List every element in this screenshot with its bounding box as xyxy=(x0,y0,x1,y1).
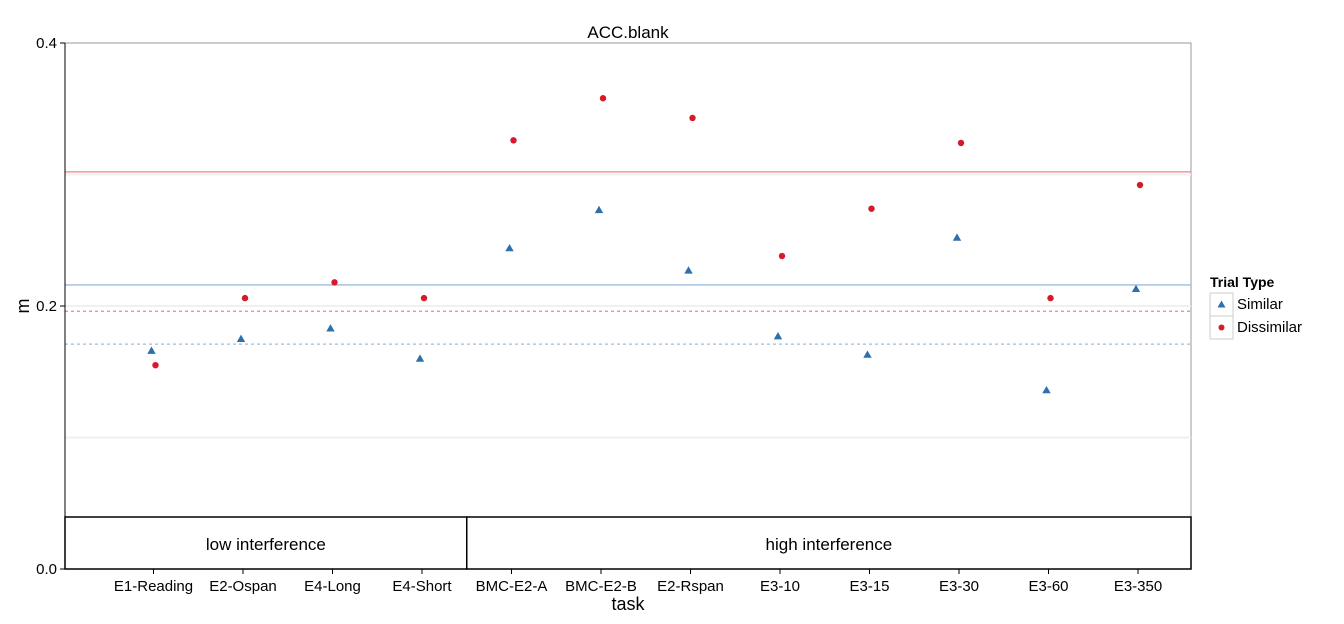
group-band xyxy=(466,516,1192,570)
point-dissimilar xyxy=(1047,294,1054,302)
legend-label-dissimilar: Dissimilar xyxy=(1237,319,1302,336)
x-tick-label: E4-Long xyxy=(304,578,361,595)
x-tick-label: BMC-E2-B xyxy=(565,578,637,595)
point-similar xyxy=(236,334,246,343)
x-tick-label: E1-Reading xyxy=(114,578,193,595)
point-similar xyxy=(1131,284,1141,293)
group-band-label: low interference xyxy=(206,535,326,554)
point-dissimilar xyxy=(778,252,786,260)
x-tick-label: E3-60 xyxy=(1028,578,1068,595)
legend-label-similar: Similar xyxy=(1237,296,1283,313)
point-similar xyxy=(415,354,425,362)
legend: Trial Type Similar Dissimilar xyxy=(1209,274,1302,340)
chart-title: ACC.blank xyxy=(587,23,669,42)
x-tick-label: E3-350 xyxy=(1114,578,1162,595)
point-similar xyxy=(863,350,872,358)
point-dissimilar xyxy=(331,279,338,286)
point-dissimilar xyxy=(152,361,159,369)
point-similar xyxy=(505,243,514,252)
point-dissimilar xyxy=(241,294,249,302)
x-tick-label: E3-15 xyxy=(849,578,889,595)
reference-lines xyxy=(65,171,1191,345)
x-tick-label: E3-30 xyxy=(939,578,979,595)
point-dissimilar xyxy=(957,139,965,147)
y-tick-label: 0.4 xyxy=(36,35,57,52)
point-dissimilar xyxy=(868,205,875,212)
point-dissimilar xyxy=(599,95,607,102)
point-similar xyxy=(147,346,156,354)
x-axis-ticks: E1-Reading E2-Ospan E4-Long E4-Short BMC-E2-… xyxy=(114,569,1162,595)
x-tick-label: E4-Short xyxy=(392,578,452,595)
y-tick-label: 0.2 xyxy=(36,298,57,315)
x-tick-label: BMC-E2-A xyxy=(476,578,548,595)
point-dissimilar xyxy=(689,114,696,122)
legend-title: Trial Type xyxy=(1210,274,1275,290)
data-points xyxy=(147,95,1144,394)
y-axis-title: m xyxy=(13,299,33,314)
group-band-label: high interference xyxy=(766,535,893,554)
point-similar xyxy=(952,233,962,241)
point-similar xyxy=(684,266,693,274)
point-similar xyxy=(594,205,604,214)
grid-lines xyxy=(65,173,1191,439)
y-tick-label: 0.0 xyxy=(36,561,57,578)
point-similar xyxy=(326,324,335,332)
x-tick-label: E2-Ospan xyxy=(209,578,277,595)
point-similar xyxy=(773,332,783,340)
point-similar xyxy=(1042,385,1051,394)
x-tick-label: E2-Rspan xyxy=(657,578,724,595)
x-tick-label: E3-10 xyxy=(760,578,800,595)
legend-triangle-icon xyxy=(1217,300,1226,308)
point-dissimilar xyxy=(1136,181,1144,189)
point-dissimilar xyxy=(420,294,428,302)
legend-circle-icon xyxy=(1218,324,1225,331)
y-axis-ticks: 0.0 0.2 0.4 xyxy=(36,35,66,578)
group-bands: low interference high interference xyxy=(64,516,1192,570)
point-dissimilar xyxy=(510,137,517,144)
x-axis-title: task xyxy=(611,594,645,614)
